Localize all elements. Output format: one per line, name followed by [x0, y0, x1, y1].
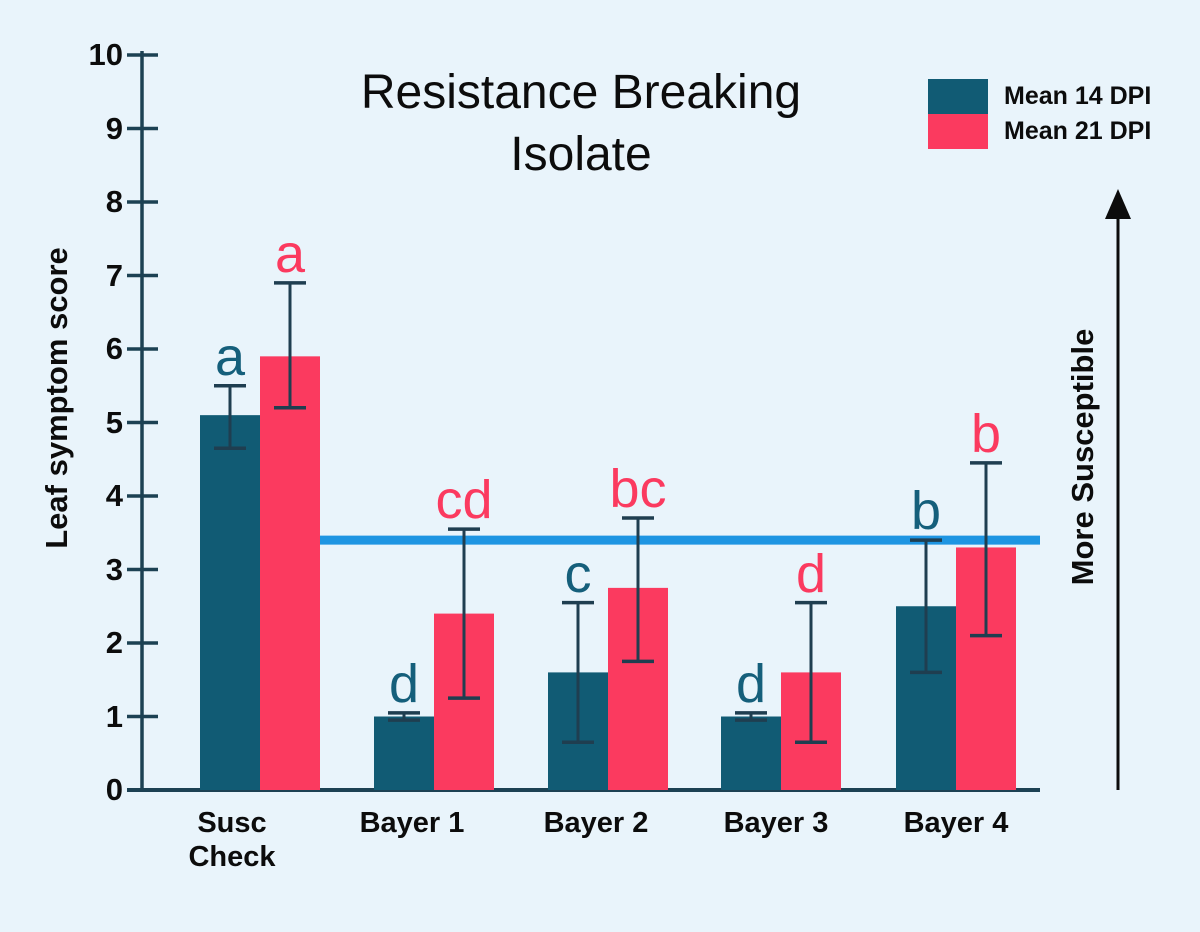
y-tick-label-4: 4	[105, 478, 123, 513]
y-tick-label-5: 5	[105, 404, 123, 440]
more-susceptible-label: More Susceptible	[1065, 328, 1100, 586]
category-label-susc-check: Susc Check	[188, 807, 276, 873]
legend-swatch-mean-21-dpi	[928, 114, 988, 149]
category-label-bayer-3: Bayer 3	[723, 807, 829, 839]
y-tick-label-1: 1	[105, 698, 123, 734]
y-tick-label-6: 6	[105, 331, 123, 366]
legend-item-mean-21-dpi: Mean 21 DPI	[928, 114, 1151, 149]
significance-letter-mean-14-dpi-susc-check: a	[214, 326, 246, 387]
legend-label-mean-14-dpi: Mean 14 DPI	[1004, 82, 1152, 110]
chart-title: Resistance Breaking Isolate	[360, 66, 802, 181]
category-label-bayer-2: Bayer 2	[543, 807, 649, 839]
legend-item-mean-14-dpi: Mean 14 DPI	[928, 79, 1151, 114]
category-label-bayer-1: Bayer 1	[359, 807, 465, 839]
significance-letter-mean-21-dpi-bayer-3: d	[795, 543, 827, 604]
y-tick-label-2: 2	[105, 625, 123, 660]
legend: Mean 14 DPI Mean 21 DPI	[928, 79, 1151, 149]
significance-letter-mean-21-dpi-susc-check: a	[274, 223, 306, 284]
significance-letter-mean-21-dpi-bayer-1: cd	[435, 470, 493, 531]
bar-mean-14-dpi-bayer-1	[374, 716, 434, 790]
legend-swatch-mean-14-dpi	[928, 79, 988, 114]
y-tick-label-3: 3	[105, 551, 123, 587]
category-label-bayer-4: Bayer 4	[903, 807, 1009, 839]
y-tick-label-7: 7	[105, 257, 123, 293]
significance-letter-mean-21-dpi-bayer-2: bc	[609, 459, 667, 520]
significance-letter-mean-21-dpi-bayer-4: b	[970, 403, 1002, 464]
significance-letter-mean-14-dpi-bayer-4: b	[910, 481, 942, 542]
significance-letter-mean-14-dpi-bayer-2: c	[564, 543, 592, 604]
y-tick-label-10: 10	[88, 37, 123, 72]
significance-letter-mean-14-dpi-bayer-3: d	[735, 653, 767, 714]
legend-label-mean-21-dpi: Mean 21 DPI	[1004, 117, 1152, 145]
susceptibility-arrow-head	[1105, 189, 1131, 219]
y-tick-label-9: 9	[105, 110, 123, 146]
bar-mean-21-dpi-susc-check	[260, 356, 320, 790]
significance-letter-mean-14-dpi-bayer-1: d	[388, 653, 420, 714]
bar-mean-14-dpi-bayer-3	[721, 716, 781, 790]
y-tick-label-8: 8	[105, 184, 123, 219]
y-tick-label-0: 0	[105, 772, 123, 807]
bar-mean-14-dpi-susc-check	[200, 415, 260, 790]
